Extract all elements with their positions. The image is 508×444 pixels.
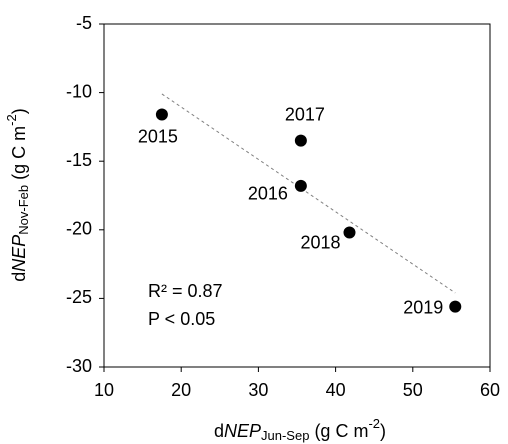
point xyxy=(343,226,356,239)
point-label: 2017 xyxy=(285,104,325,124)
x-label-part: (g C m xyxy=(309,421,368,441)
y-tick-label: -20 xyxy=(66,219,92,239)
y-label-part: ) xyxy=(9,108,29,114)
y-tick-label: -15 xyxy=(66,150,92,170)
point xyxy=(449,300,462,313)
y-tick-label: -5 xyxy=(76,13,92,33)
x-tick-label: 10 xyxy=(94,380,114,400)
point xyxy=(294,179,307,192)
y-tick-label: -25 xyxy=(66,287,92,307)
trendline xyxy=(161,93,456,294)
x-tick-label: 20 xyxy=(171,380,191,400)
x-tick-label: 50 xyxy=(403,380,423,400)
point-label: 2015 xyxy=(138,126,178,146)
annotation: P < 0.05 xyxy=(148,309,215,329)
point-label: 2016 xyxy=(248,184,288,204)
annotation: R² = 0.87 xyxy=(148,281,223,301)
plot-frame xyxy=(103,23,491,368)
x-label-part: d xyxy=(214,421,224,441)
x-label-part: -2 xyxy=(368,416,380,431)
x-label-part: ) xyxy=(380,421,386,441)
x-tick-label: 40 xyxy=(326,380,346,400)
y-tick-label: -10 xyxy=(66,81,92,101)
point-label: 2019 xyxy=(403,297,443,317)
x-label-part: Jun-Sep xyxy=(261,428,309,443)
point-label: 2018 xyxy=(300,232,340,252)
x-axis-label: dNEPJun-Sep (g C m-2) xyxy=(214,416,386,443)
y-label-part: NEP xyxy=(9,235,29,272)
y-tick-label: -30 xyxy=(66,356,92,376)
point xyxy=(155,108,168,121)
y-axis-label: dNEPNov-Feb (g C m-2) xyxy=(4,108,31,281)
y-label-part: Nov-Feb xyxy=(16,185,31,235)
y-label-part: d xyxy=(9,272,29,282)
x-label-part: NEP xyxy=(224,421,261,441)
x-tick-label: 30 xyxy=(248,380,268,400)
y-label-part: (g C m xyxy=(9,126,29,185)
x-tick-label: 60 xyxy=(480,380,500,400)
point xyxy=(294,134,307,147)
y-label-part: -2 xyxy=(4,114,19,126)
